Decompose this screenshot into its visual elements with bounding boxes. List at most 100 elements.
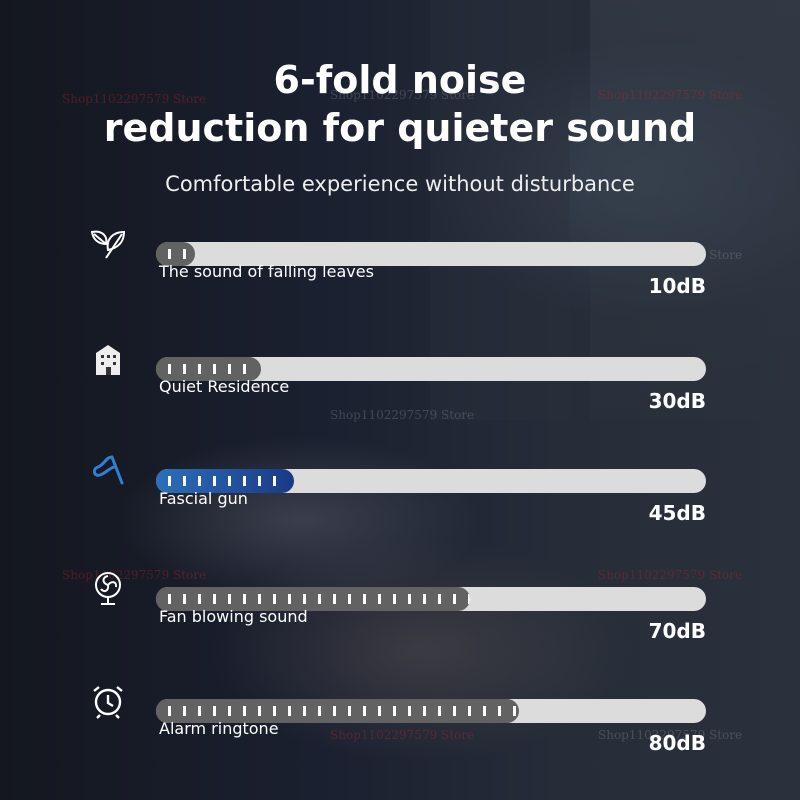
level-tick (438, 706, 441, 716)
level-tick (213, 364, 216, 374)
level-label: Fan blowing sound (159, 607, 308, 626)
level-tick (288, 594, 291, 604)
background-curtain (430, 0, 570, 420)
noise-level-row: Fan blowing sound 70dB (0, 572, 800, 687)
level-tick (168, 706, 171, 716)
level-tick (393, 594, 396, 604)
level-bar-fill (156, 357, 261, 381)
level-tick (303, 594, 306, 604)
level-tick (243, 364, 246, 374)
level-tick (258, 706, 261, 716)
watermark: Shop1102297579 Store (62, 92, 207, 106)
level-bar-track (156, 699, 706, 723)
level-tick (183, 706, 186, 716)
level-tick (273, 476, 276, 486)
level-tick (243, 594, 246, 604)
level-value: 10dB (648, 274, 706, 298)
level-bar-fill (156, 469, 294, 493)
level-tick (288, 706, 291, 716)
noise-level-row: Fascial gun 45dB (0, 455, 800, 569)
watermark: Shop1102297579 Store (330, 88, 475, 102)
level-tick (228, 476, 231, 486)
level-tick (198, 594, 201, 604)
level-tick (333, 594, 336, 604)
level-bar-fill (156, 242, 195, 266)
level-tick (348, 706, 351, 716)
level-tick (408, 594, 411, 604)
level-tick (393, 706, 396, 716)
massage-gun-icon (88, 453, 128, 489)
leaf-icon (88, 226, 128, 262)
level-label: Quiet Residence (159, 377, 290, 396)
level-tick (168, 594, 171, 604)
headline-line-2: reduction for quieter sound (103, 106, 697, 150)
level-tick (228, 364, 231, 374)
level-tick (228, 706, 231, 716)
level-tick (273, 706, 276, 716)
level-tick (228, 594, 231, 604)
level-tick (168, 476, 171, 486)
watermark: Shop1102297579 Store (598, 568, 743, 582)
headline: 6-fold noise reduction for quieter sound (0, 56, 800, 152)
noise-level-row: The sound of falling leaves 10dB (0, 230, 800, 342)
level-tick (363, 594, 366, 604)
level-tick (213, 594, 216, 604)
level-tick (498, 706, 501, 716)
watermark: Shop1102297579 Store (62, 568, 207, 582)
level-tick (213, 706, 216, 716)
level-tick (348, 594, 351, 604)
level-bar-fill (156, 587, 470, 611)
level-tick (183, 594, 186, 604)
level-tick (243, 476, 246, 486)
fan-icon (88, 571, 128, 607)
subtitle: Comfortable experience without disturban… (165, 172, 635, 196)
level-tick (168, 249, 171, 259)
level-tick (483, 706, 486, 716)
level-value: 70dB (648, 619, 706, 643)
level-tick (198, 364, 201, 374)
level-label: The sound of falling leaves (159, 262, 374, 281)
building-icon (88, 341, 128, 377)
level-tick (453, 706, 456, 716)
alarm-clock-icon (88, 683, 128, 719)
level-tick (168, 364, 171, 374)
level-tick (198, 706, 201, 716)
background-window (590, 0, 800, 420)
noise-level-row: Alarm ringtone 80dB (0, 686, 800, 799)
level-tick (303, 706, 306, 716)
level-tick (468, 594, 470, 604)
level-tick (423, 706, 426, 716)
level-value: 30dB (648, 389, 706, 413)
watermark: Shop1102297579 Store (330, 728, 475, 742)
level-tick (198, 476, 201, 486)
level-bar-track (156, 357, 706, 381)
level-tick (213, 476, 216, 486)
watermark: Shop1102297579 Store (598, 88, 743, 102)
level-bar-track (156, 587, 706, 611)
level-tick (438, 594, 441, 604)
level-tick (318, 594, 321, 604)
level-label: Fascial gun (159, 489, 248, 508)
level-tick (273, 594, 276, 604)
headline-line-1: 6-fold noise (273, 58, 527, 102)
level-value: 45dB (648, 501, 706, 525)
level-tick (183, 476, 186, 486)
level-tick (378, 594, 381, 604)
level-bar-track (156, 242, 706, 266)
level-tick (258, 476, 261, 486)
watermark: Shop1102297579 Store (598, 728, 743, 742)
level-tick (378, 706, 381, 716)
level-value: 80dB (648, 731, 706, 755)
level-tick (243, 706, 246, 716)
noise-level-row: Quiet Residence 30dB (0, 345, 800, 457)
level-tick (363, 706, 366, 716)
level-tick (333, 706, 336, 716)
level-label: Alarm ringtone (159, 719, 279, 738)
level-tick (468, 706, 471, 716)
level-tick (183, 249, 186, 259)
watermark: Shop1102297579 Store (330, 408, 475, 422)
level-tick (183, 364, 186, 374)
level-tick (453, 594, 456, 604)
level-bar-track (156, 469, 706, 493)
level-tick (318, 706, 321, 716)
